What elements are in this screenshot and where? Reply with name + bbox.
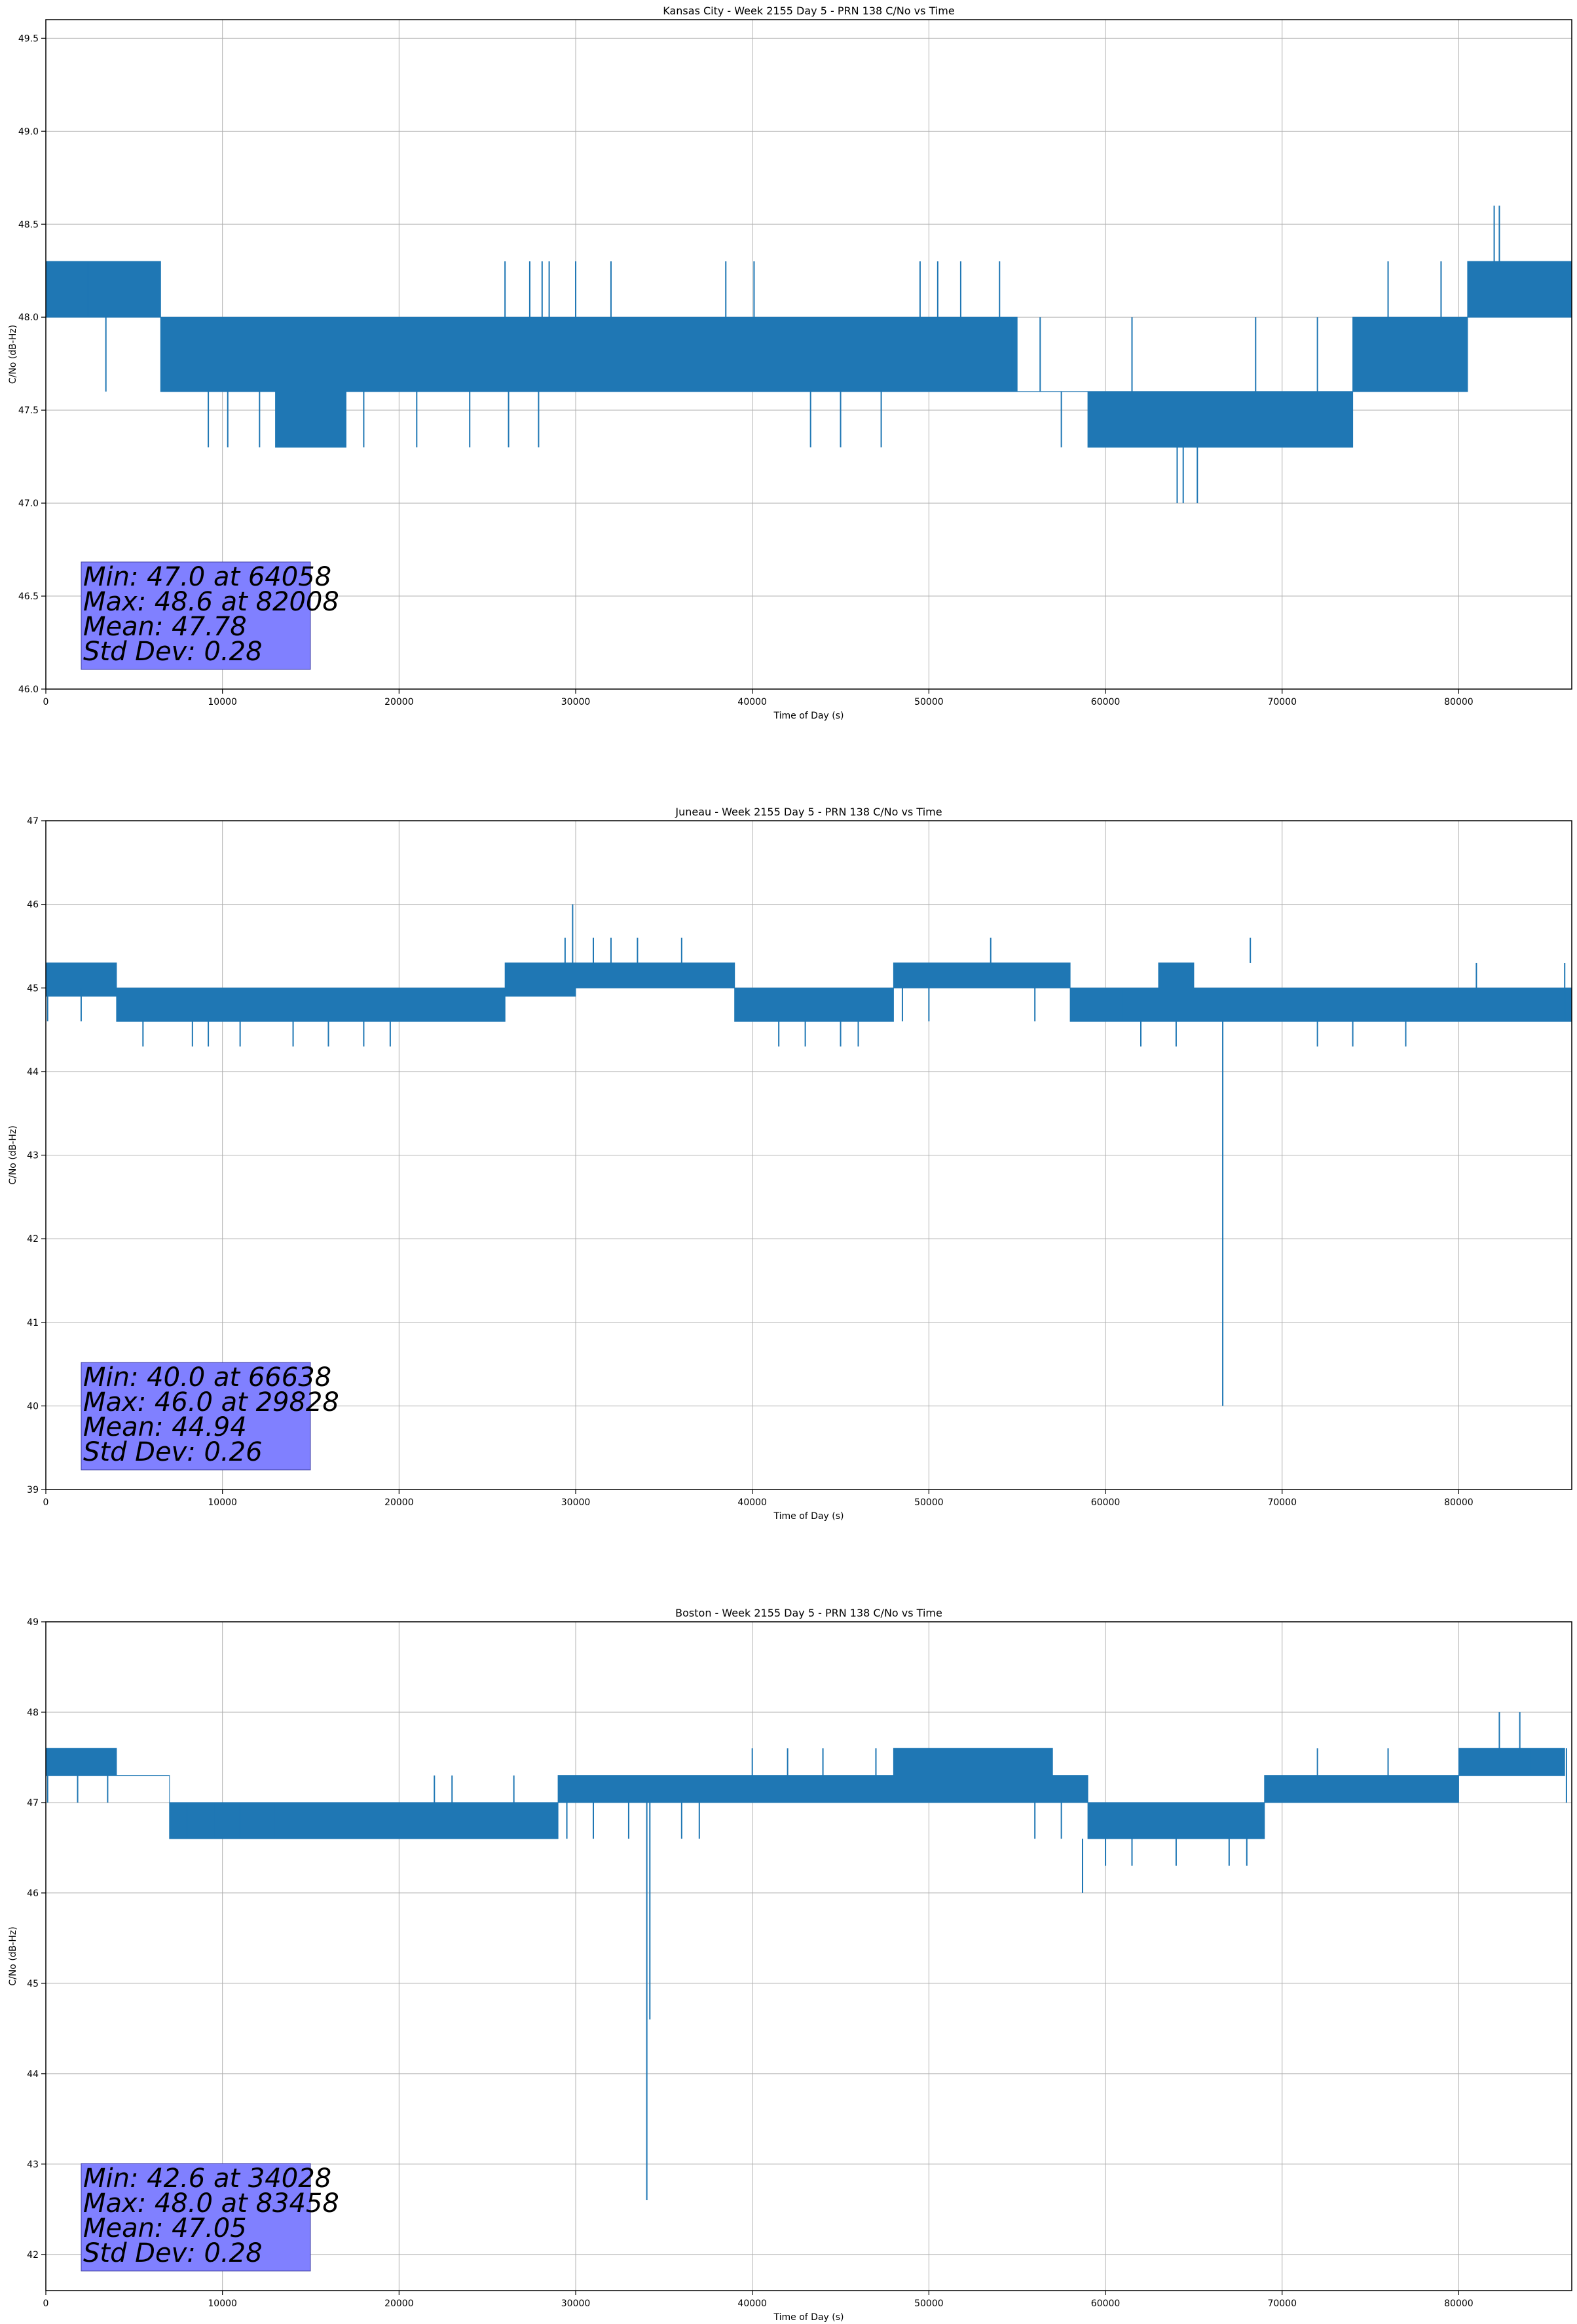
chart-2-stats-min: Min: 40.0 at 66638	[83, 1362, 331, 1393]
chart-2-ylabel: C/No (dB-Hz)	[8, 1125, 18, 1184]
chart-2-stats-mean: Mean: 44.94	[83, 1412, 247, 1442]
chart-3-xtick-label-7: 70000	[1267, 2298, 1297, 2309]
chart-3-stats-std: Std Dev: 0.28	[83, 2238, 263, 2268]
chart-3-ytick-label-7: 49	[27, 1617, 39, 1628]
chart-2-xtick-label-5: 50000	[914, 1497, 944, 1508]
chart-3-stats-mean: Mean: 47.05	[83, 2213, 247, 2243]
chart-3-series-0-band	[45, 1748, 1565, 1839]
chart-3-ytick-label-2: 44	[27, 2069, 39, 2080]
chart-2-xtick-label-3: 30000	[561, 1497, 591, 1508]
chart-1-ylabel: C/No (dB-Hz)	[8, 325, 18, 384]
chart-1-xtick-label-3: 30000	[561, 697, 591, 707]
chart-2-stats-std: Std Dev: 0.26	[83, 1437, 263, 1467]
chart-2-title: Juneau - Week 2155 Day 5 - PRN 138 C/No …	[675, 806, 942, 818]
chart-1: 0 10000 20000 30000 40000 50000 60000 70000 8000…	[8, 5, 1572, 721]
chart-2-ytick-label-8: 47	[27, 816, 39, 827]
chart-3: 0 10000 20000 30000 40000 50000 60000 70000 8000…	[8, 1607, 1572, 2323]
chart-2-ytick-label-0: 39	[27, 1485, 39, 1495]
chart-1-title: Kansas City - Week 2155 Day 5 - PRN 138 …	[663, 5, 954, 17]
chart-3-xtick-label-2: 20000	[384, 2298, 414, 2309]
chart-1-stats-std: Std Dev: 0.28	[83, 637, 263, 667]
chart-2-xtick-label-4: 40000	[737, 1497, 767, 1508]
chart-1-stats-max: Max: 48.6 at 82008	[83, 587, 339, 617]
chart-2-ytick-label-7: 46	[27, 900, 39, 910]
chart-1-axes-frame	[45, 19, 1572, 690]
chart-3-xtick-label-3: 30000	[561, 2298, 591, 2309]
chart-2-stats-box: Min: 40.0 at 66638 Max: 46.0 at 29828 Me…	[81, 1362, 339, 1471]
chart-2-ytick-label-2: 41	[27, 1318, 39, 1328]
chart-3-stats-min: Min: 42.6 at 34028	[83, 2164, 331, 2194]
chart-3-xtick-label-8: 80000	[1444, 2298, 1474, 2309]
chart-2-ytick-label-5: 44	[27, 1067, 39, 1078]
chart-3-ytick-label-3: 45	[27, 1979, 39, 1989]
chart-1-ytick-label-4: 48.0	[18, 312, 39, 323]
chart-2-xlabel: Time of Day (s)	[773, 1511, 844, 1522]
chart-3-xtick-label-4: 40000	[737, 2298, 767, 2309]
chart-2-xtick-label-8: 80000	[1444, 1497, 1474, 1508]
chart-1-xlabel: Time of Day (s)	[773, 711, 844, 721]
chart-1-ytick-label-3: 47.5	[18, 405, 39, 416]
chart-3-ytick-label-4: 46	[27, 1888, 39, 1899]
chart-1-xtick-label-2: 20000	[384, 697, 414, 707]
chart-3-xtick-label-5: 50000	[914, 2298, 944, 2309]
chart-2-xtick-label-1: 10000	[208, 1497, 237, 1508]
chart-1-xtick-label-7: 70000	[1267, 697, 1297, 707]
chart-1-xtick-label-0: 0	[43, 697, 49, 707]
chart-2-xtick-label-7: 70000	[1267, 1497, 1297, 1508]
chart-3-ytick-label-1: 43	[27, 2160, 39, 2170]
chart-1-ytick-label-6: 49.0	[18, 126, 39, 137]
chart-1-ytick-label-2: 47.0	[18, 498, 39, 509]
chart-1-ytick-label-5: 48.5	[18, 219, 39, 230]
chart-3-title: Boston - Week 2155 Day 5 - PRN 138 C/No …	[675, 1607, 942, 1619]
chart-1-stats-box: Min: 47.0 at 64058 Max: 48.6 at 82008 Me…	[81, 561, 339, 670]
chart-2-ytick-label-4: 43	[27, 1151, 39, 1161]
chart-1-xtick-label-1: 10000	[208, 697, 237, 707]
chart-1-xtick-label-5: 50000	[914, 697, 944, 707]
chart-2-ytick-label-3: 42	[27, 1234, 39, 1245]
chart-3-xtick-label-0: 0	[43, 2298, 49, 2309]
chart-1-ytick-label-7: 49.5	[18, 33, 39, 44]
chart-3-ticks: 0 10000 20000 30000 40000 50000 60000 70000 8000…	[27, 1617, 1474, 2309]
chart-3-stats-background	[81, 2163, 311, 2272]
chart-2: 0 10000 20000 30000 40000 50000 60000 70000 8000…	[8, 806, 1572, 1522]
chart-1-xtick-label-8: 80000	[1444, 697, 1474, 707]
chart-1-xtick-label-4: 40000	[737, 697, 767, 707]
chart-1-xtick-label-6: 60000	[1091, 697, 1121, 707]
chart-1-stats-background	[81, 561, 311, 670]
chart-3-xtick-label-1: 10000	[208, 2298, 237, 2309]
chart-3-ytick-label-5: 47	[27, 1798, 39, 1809]
chart-3-ytick-label-0: 42	[27, 2250, 39, 2260]
chart-2-xtick-label-6: 60000	[1091, 1497, 1121, 1508]
chart-1-ytick-label-0: 46.0	[18, 684, 39, 695]
chart-3-ylabel: C/No (dB-Hz)	[8, 1926, 18, 1985]
chart-2-stats-background	[81, 1362, 311, 1471]
chart-3-axes-frame	[45, 1621, 1572, 2291]
chart-1-series-0-band	[45, 261, 1572, 448]
chart-2-xtick-label-0: 0	[43, 1497, 49, 1508]
chart-2-xtick-label-2: 20000	[384, 1497, 414, 1508]
chart-2-stats-max: Max: 46.0 at 29828	[83, 1387, 339, 1417]
chart-3-xtick-label-6: 60000	[1091, 2298, 1121, 2309]
chart-3-xlabel: Time of Day (s)	[773, 2312, 844, 2323]
chart-1-plot	[45, 205, 1572, 504]
chart-1-ticks: 0 10000 20000 30000 40000 50000 60000 70000 8000…	[18, 33, 1474, 707]
chart-3-stats-max: Max: 48.0 at 83458	[83, 2188, 339, 2219]
chart-3-plot	[45, 1712, 1567, 2201]
chart-2-ytick-label-1: 40	[27, 1401, 39, 1412]
chart-2-ytick-label-6: 45	[27, 983, 39, 994]
chart-3-stats-box: Min: 42.6 at 34028 Max: 48.0 at 83458 Me…	[81, 2163, 339, 2272]
chart-2-ticks: 0 10000 20000 30000 40000 50000 60000 70000 8000…	[27, 816, 1474, 1508]
chart-3-ytick-label-6: 48	[27, 1708, 39, 1718]
chart-1-stats-mean: Mean: 47.78	[83, 612, 247, 642]
chart-1-ytick-label-1: 46.5	[18, 591, 39, 602]
chart-1-stats-min: Min: 47.0 at 64058	[83, 562, 331, 592]
